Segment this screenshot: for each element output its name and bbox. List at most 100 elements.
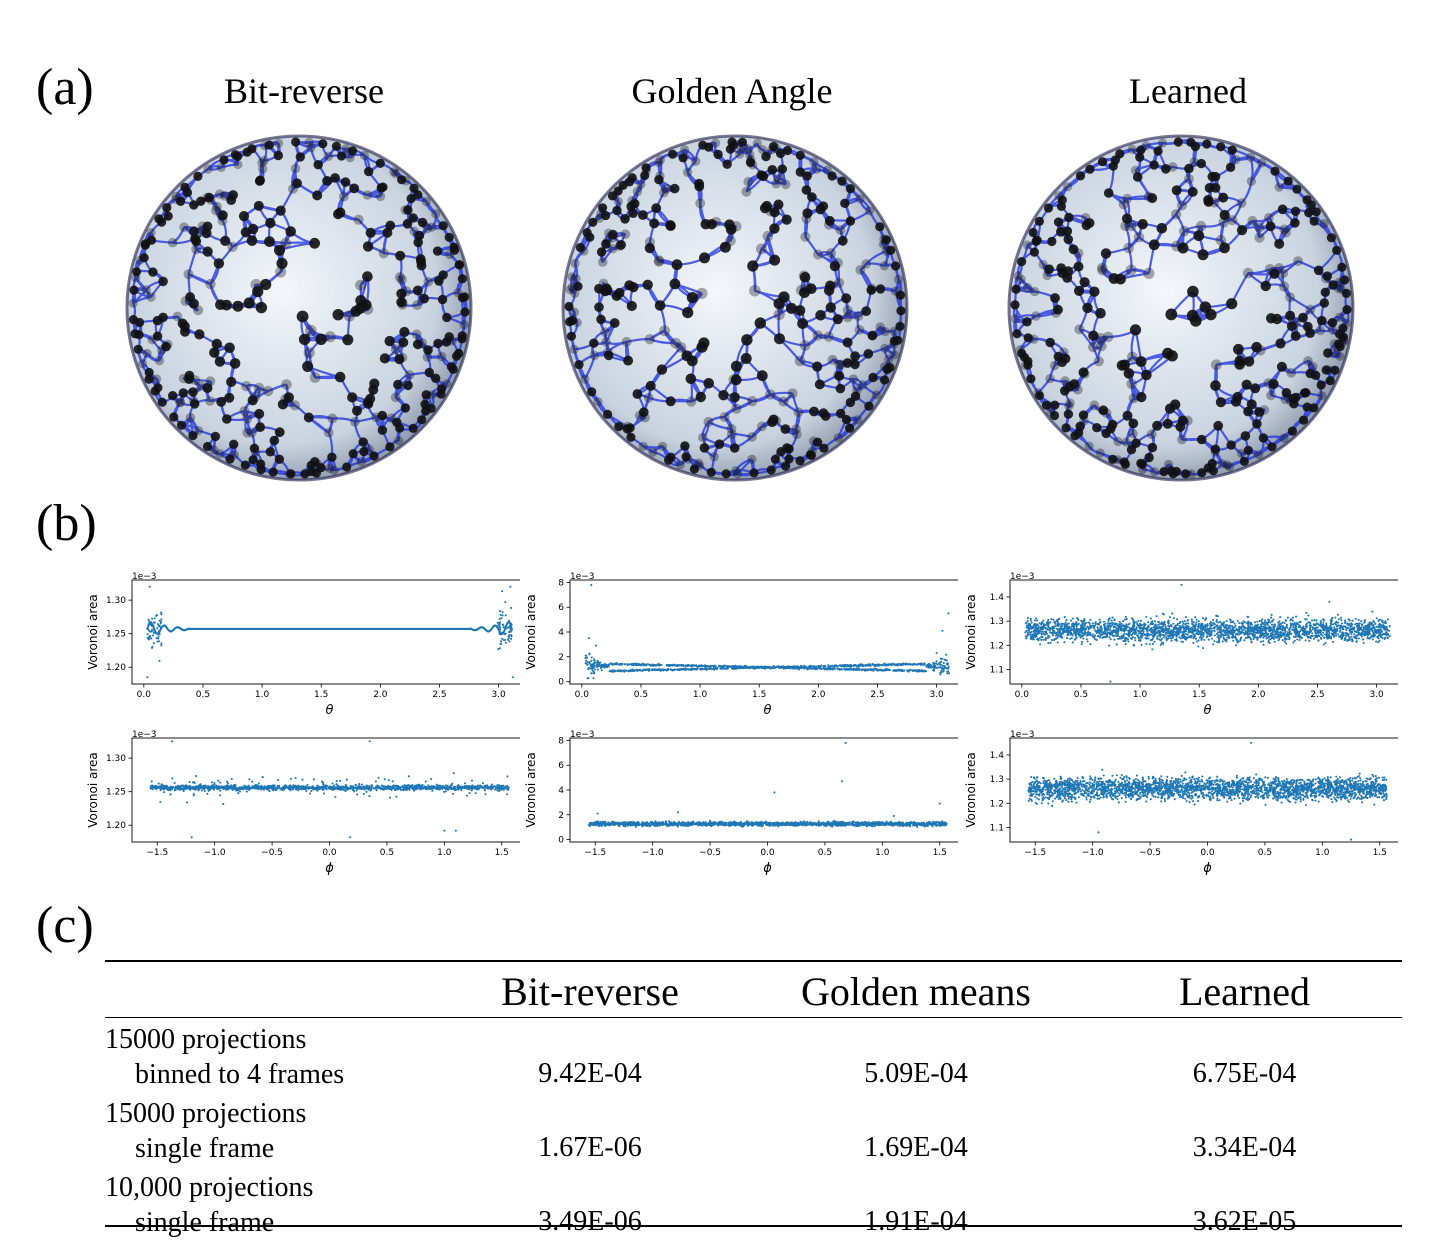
- projection-point: [389, 167, 399, 177]
- projection-point: [386, 413, 397, 423]
- projection-point: [1258, 433, 1269, 443]
- projection-point: [1019, 352, 1030, 362]
- projection-point: [1250, 383, 1261, 394]
- projection-point: [601, 210, 611, 221]
- projection-point: [247, 144, 257, 154]
- projection-point: [390, 392, 401, 403]
- projection-point: [225, 454, 235, 464]
- projection-point: [368, 384, 379, 395]
- projection-point: [355, 279, 366, 291]
- voronoi-edge: [1048, 365, 1056, 379]
- panel-label-c: (c): [36, 897, 94, 954]
- projection-point: [1126, 378, 1137, 390]
- projection-point: [1213, 420, 1224, 431]
- projection-point: [1060, 386, 1070, 396]
- projection-point: [348, 449, 358, 459]
- voronoi-edge: [1183, 225, 1202, 233]
- voronoi-edge: [1200, 221, 1225, 228]
- projection-point: [139, 253, 149, 263]
- projection-point: [620, 214, 630, 224]
- projection-point: [845, 216, 856, 226]
- projection-point: [259, 155, 269, 166]
- projection-point: [1129, 324, 1142, 336]
- projection-point: [1123, 242, 1134, 254]
- projection-point: [1011, 284, 1021, 294]
- projection-point: [375, 191, 386, 202]
- projection-point: [180, 296, 191, 307]
- projection-point: [1069, 379, 1080, 389]
- voronoi-edge: [1145, 141, 1163, 147]
- projection-point: [826, 248, 837, 259]
- voronoi-edge: [643, 445, 663, 449]
- projection-point: [450, 245, 460, 255]
- projection-point: [1286, 321, 1297, 332]
- projection-point: [747, 454, 757, 464]
- projection-point: [1098, 405, 1109, 416]
- projection-point: [659, 187, 669, 198]
- voronoi-edge: [1231, 202, 1243, 221]
- projection-point: [886, 245, 896, 255]
- projection-point: [868, 372, 878, 383]
- projection-point: [412, 339, 423, 350]
- projection-point: [1181, 469, 1191, 479]
- projection-point: [840, 198, 850, 208]
- projection-point: [191, 236, 202, 247]
- projection-point: [222, 414, 232, 424]
- projection-point: [776, 148, 786, 159]
- projection-point: [130, 329, 140, 339]
- projection-point: [269, 435, 280, 446]
- projection-point: [1341, 288, 1351, 298]
- projection-point: [359, 150, 370, 161]
- projection-point: [777, 164, 787, 174]
- projection-point: [814, 379, 825, 390]
- voronoi-edge: [1283, 285, 1292, 298]
- projection-point: [201, 228, 212, 239]
- projection-point: [205, 396, 215, 406]
- projection-point: [885, 362, 895, 373]
- voronoi-edge: [1258, 216, 1270, 229]
- projection-point: [362, 271, 373, 282]
- voronoi-edge: [267, 383, 287, 393]
- projection-point: [400, 205, 410, 215]
- projection-point: [566, 331, 576, 341]
- projection-point: [754, 317, 766, 329]
- projection-point: [144, 367, 154, 378]
- voronoi-edge: [1142, 468, 1155, 473]
- projection-point: [1146, 429, 1157, 440]
- projection-point: [393, 379, 403, 390]
- voronoi-edge: [817, 252, 832, 257]
- voronoi-edge: [245, 384, 260, 389]
- projection-point: [659, 325, 670, 337]
- projection-point: [1332, 245, 1342, 255]
- projection-point: [866, 285, 877, 295]
- projection-point: [1257, 158, 1267, 168]
- projection-point: [384, 335, 395, 347]
- projection-point: [325, 463, 335, 473]
- projection-point: [394, 272, 406, 283]
- projection-point: [1286, 396, 1296, 406]
- projection-point: [1279, 433, 1289, 443]
- projection-point: [276, 257, 288, 269]
- voronoi-edge: [748, 142, 758, 155]
- projection-point: [836, 408, 846, 419]
- projection-point: [401, 176, 411, 186]
- projection-point: [347, 392, 358, 403]
- projection-point: [1012, 329, 1022, 339]
- projection-point: [224, 342, 235, 354]
- projection-point: [1096, 340, 1107, 352]
- voronoi-edge: [1124, 224, 1132, 228]
- voronoi-edge: [861, 384, 878, 396]
- projection-point: [264, 140, 274, 150]
- projection-point: [1279, 281, 1290, 292]
- projection-point: [242, 413, 253, 424]
- projection-point: [254, 176, 265, 186]
- projection-point: [1319, 219, 1329, 229]
- projection-point: [691, 156, 701, 166]
- projection-point: [1060, 353, 1071, 364]
- projection-point: [784, 454, 794, 464]
- projection-point: [414, 230, 425, 241]
- projection-point: [1227, 145, 1237, 155]
- projection-point: [664, 455, 674, 465]
- projection-point: [189, 226, 199, 237]
- projection-point: [1277, 204, 1288, 215]
